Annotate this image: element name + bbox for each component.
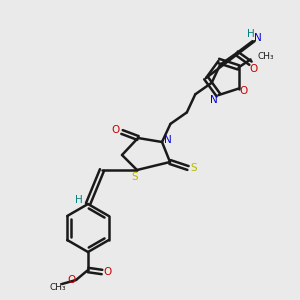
Text: S: S [191, 163, 197, 173]
Text: O: O [67, 275, 75, 285]
Text: O: O [239, 85, 248, 96]
Text: N: N [254, 33, 261, 43]
Text: CH₃: CH₃ [258, 52, 274, 61]
Text: O: O [249, 64, 258, 74]
Text: O: O [112, 125, 120, 135]
Text: H: H [247, 29, 254, 39]
Text: N: N [210, 95, 217, 105]
Text: CH₃: CH₃ [50, 284, 66, 292]
Text: S: S [132, 172, 138, 182]
Text: O: O [103, 267, 111, 277]
Text: H: H [75, 195, 83, 205]
Text: N: N [164, 135, 172, 145]
